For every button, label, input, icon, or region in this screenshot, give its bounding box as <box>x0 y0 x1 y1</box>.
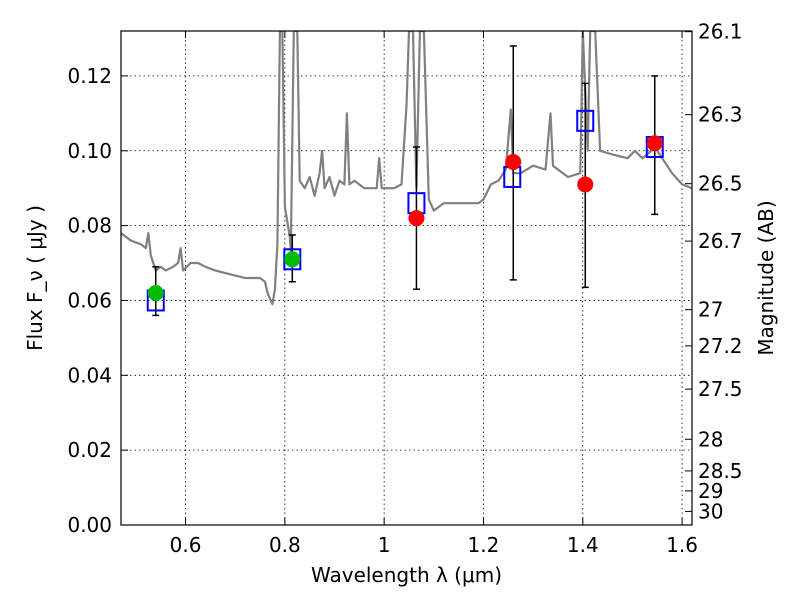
right-tick-label: 26.1 <box>698 20 743 44</box>
right-tick-label: 27.5 <box>698 377 743 401</box>
x-tick-label: 0.6 <box>170 533 202 557</box>
observed-point <box>505 153 522 170</box>
grid-lines <box>121 31 692 525</box>
model-square-marker <box>576 109 595 132</box>
right-tick-label: 27.2 <box>698 334 743 358</box>
x-axis-label: Wavelength λ (μm) <box>311 563 502 587</box>
right-tick-label: 28 <box>698 427 723 451</box>
x-tick-label: 1 <box>378 533 391 557</box>
right-tick-label: 26.3 <box>698 103 743 127</box>
y-tick-label: 0.02 <box>67 438 112 462</box>
observed-point <box>646 135 663 152</box>
y-axis-label: Flux F_ν ( μJy ) <box>23 205 47 351</box>
observed-point <box>147 284 164 301</box>
spectrum-layer <box>121 31 692 306</box>
y-tick-label: 0.12 <box>67 64 112 88</box>
right-tick-label: 26.5 <box>698 172 743 196</box>
x-tick-label: 0.8 <box>269 533 301 557</box>
plot-frame <box>120 30 693 526</box>
right-axis-label: Magnitude (AB) <box>754 200 778 355</box>
x-tick-label: 1.2 <box>468 533 500 557</box>
y-tick-label: 0.08 <box>67 214 112 238</box>
right-tick-label: 30 <box>698 499 723 523</box>
tick-layer: 0.6 0.8 1 1.2 1.4 1.6 0.00 0.02 0.04 0.06 0.08 0.10… <box>67 20 742 557</box>
y-tick-label: 0.10 <box>67 139 112 163</box>
right-tick-label: 26.7 <box>698 229 743 253</box>
observed-point <box>577 176 594 193</box>
observed-point <box>284 251 301 268</box>
y-tick-label: 0.06 <box>67 288 112 312</box>
observed-point <box>408 210 425 227</box>
right-tick-label: 29 <box>698 479 723 503</box>
marker-layer <box>146 45 664 317</box>
x-tick-label: 1.6 <box>666 533 698 557</box>
right-tick-label: 28.5 <box>698 459 743 483</box>
model-spectrum-line <box>121 31 692 306</box>
y-tick-label: 0.00 <box>67 513 112 537</box>
x-tick-label: 1.4 <box>567 533 599 557</box>
y-tick-label: 0.04 <box>67 363 112 387</box>
right-tick-label: 27 <box>698 298 723 322</box>
